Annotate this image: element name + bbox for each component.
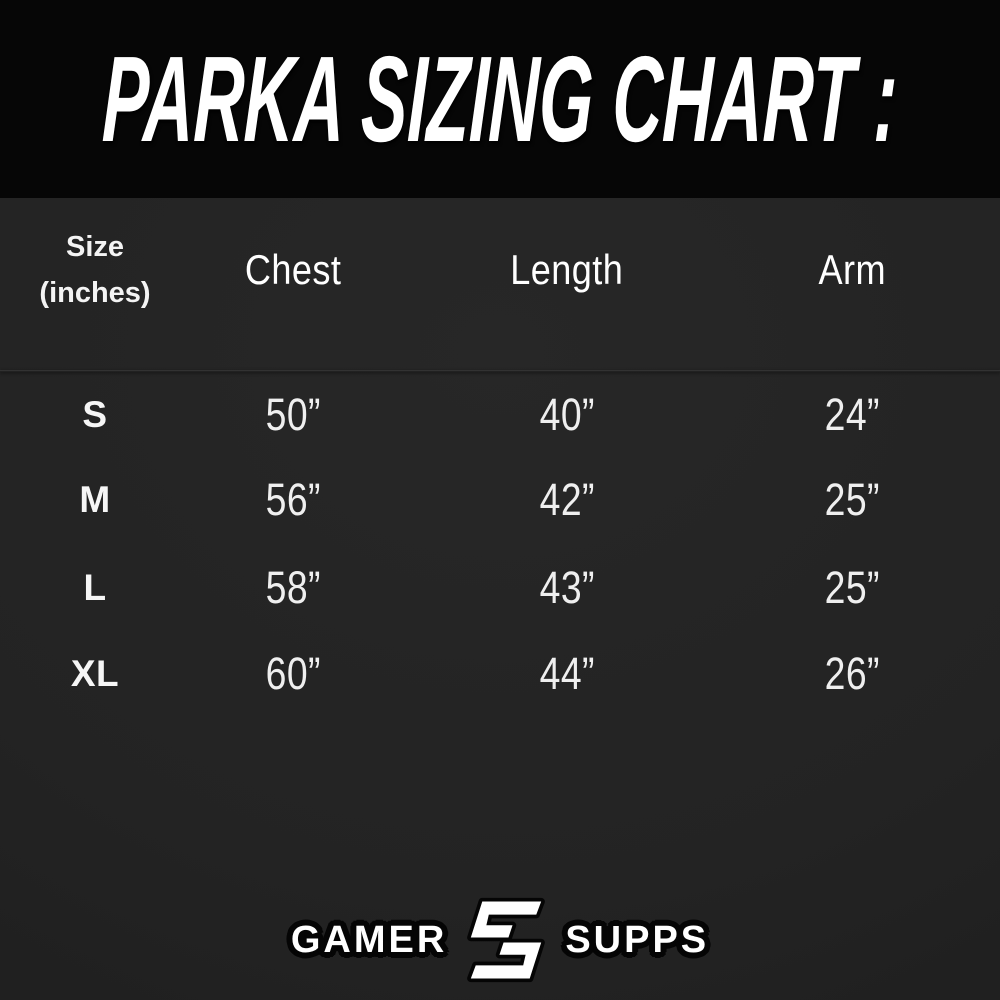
chest-cell: 50” xyxy=(265,389,321,440)
arm-cell: 26” xyxy=(824,648,880,699)
column-header-length: Length xyxy=(510,246,624,293)
table-header-row: Size (inches) Chest Length Arm xyxy=(0,205,1000,335)
header-band: PARKA SIZING CHART : xyxy=(0,0,1000,198)
column-header-arm: Arm xyxy=(818,246,886,293)
arm-cell: 25” xyxy=(824,562,880,613)
length-cell: 43” xyxy=(539,562,595,613)
chest-cell: 58” xyxy=(265,562,321,613)
logo-gamer-text: GAMER xyxy=(290,918,448,961)
length-cell: 44” xyxy=(539,648,595,699)
size-cell: S xyxy=(82,394,108,435)
size-cell: L xyxy=(83,567,107,608)
header-divider xyxy=(0,370,1000,372)
column-header-size: Size (inches) xyxy=(0,224,190,316)
arm-cell: 25” xyxy=(824,474,880,525)
table-row: XL 60” 44” 26” xyxy=(0,644,1000,704)
table-row: M 56” 42” 25” xyxy=(0,470,1000,530)
table-row: L 58” 43” 25” xyxy=(0,558,1000,618)
size-cell: M xyxy=(79,479,111,520)
size-header-line1: Size xyxy=(65,231,125,263)
column-header-chest: Chest xyxy=(244,246,342,293)
logo-supps-text: SUPPS xyxy=(565,918,710,961)
arm-cell: 24” xyxy=(824,389,880,440)
table-row: S 50” 40” 24” xyxy=(0,385,1000,445)
size-cell: XL xyxy=(70,653,120,694)
page-title: PARKA SIZING CHART : xyxy=(100,31,900,167)
chest-cell: 60” xyxy=(265,648,321,699)
gamer-supps-monogram-icon xyxy=(467,897,546,983)
length-cell: 40” xyxy=(539,389,595,440)
chest-cell: 56” xyxy=(265,474,321,525)
gamer-supps-logo: GAMER SUPPS xyxy=(0,896,1000,984)
size-header-line2: (inches) xyxy=(39,277,151,309)
length-cell: 42” xyxy=(539,474,595,525)
